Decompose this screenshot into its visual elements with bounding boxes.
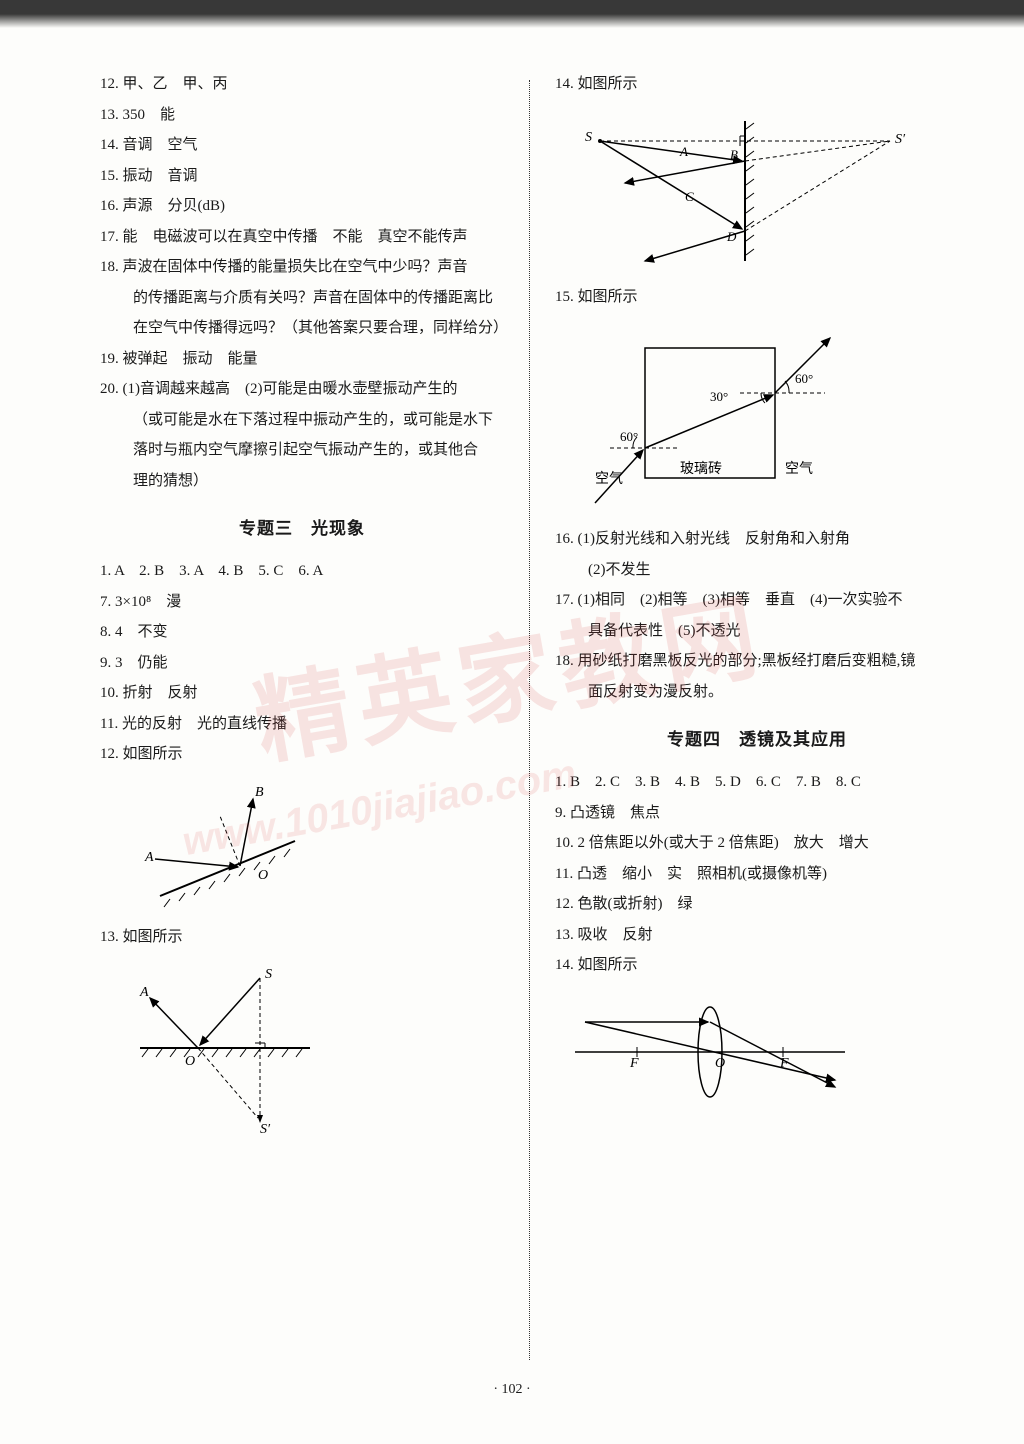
answer-line: 在空气中传播得远吗？（其他答案只要合理，同样给分） <box>100 314 504 343</box>
answer-line: 16. (1)反射光线和入射光线 反射角和入射角 <box>555 525 959 554</box>
label-60a: 60° <box>620 429 638 444</box>
answer-line: 1. B 2. C 3. B 4. B 5. D 6. C 7. B 8. C <box>555 768 959 797</box>
answer-line: 16. 声源 分贝(dB) <box>100 192 504 221</box>
answer-line: 20. (1)音调越来越高 (2)可能是由暖水壶壁振动产生的 <box>100 375 504 404</box>
answer-line: 15. 如图所示 <box>555 283 959 312</box>
answer-line: 10. 折射 反射 <box>100 679 504 708</box>
label-C: C <box>685 189 694 204</box>
answer-line: 14. 如图所示 <box>555 951 959 980</box>
label-Sprime: S′ <box>260 1122 271 1137</box>
answer-line: （或可能是水在下落过程中振动产生的，或可能是水下 <box>100 406 504 435</box>
answer-line: 18. 用砂纸打磨黑板反光的部分;黑板经打磨后变粗糙,镜 <box>555 647 959 676</box>
answer-line: 11. 凸透 缩小 实 照相机(或摄像机等) <box>555 860 959 889</box>
label-Sprime: S′ <box>895 132 906 147</box>
answer-line: 17. (1)相同 (2)相等 (3)相等 垂直 (4)一次实验不 <box>555 586 959 615</box>
right-column: 14. 如图所示 <box>530 70 969 1340</box>
answer-line: 14. 音调 空气 <box>100 131 504 160</box>
label-glass: 玻璃砖 <box>680 460 722 477</box>
answer-line: 9. 3 仍能 <box>100 649 504 678</box>
figure-15: 60° 30° 60° 空气 玻璃砖 空气 <box>575 323 959 513</box>
label-30: 30° <box>710 389 728 404</box>
answer-line: 13. 350 能 <box>100 101 504 130</box>
answer-line: 12. 色散(或折射) 绿 <box>555 890 959 919</box>
answer-line: 12. 如图所示 <box>100 740 504 769</box>
left-column: 12. 甲、乙 甲、丙 13. 350 能 14. 音调 空气 15. 振动 音… <box>90 70 529 1340</box>
answer-line: 12. 甲、乙 甲、丙 <box>100 70 504 99</box>
label-F1: F <box>629 1056 639 1071</box>
label-A: A <box>144 850 154 865</box>
label-O: O <box>715 1056 725 1071</box>
answer-line: 面反射变为漫反射。 <box>555 678 959 707</box>
label-S: S <box>585 130 592 145</box>
label-air2: 空气 <box>785 461 813 477</box>
answer-line: 7. 3×10⁸ 漫 <box>100 588 504 617</box>
label-B: B <box>730 147 738 162</box>
answer-line: 19. 被弹起 振动 能量 <box>100 345 504 374</box>
label-air1: 空气 <box>595 471 623 487</box>
answer-line: 15. 振动 音调 <box>100 162 504 191</box>
answer-line: 9. 凸透镜 焦点 <box>555 799 959 828</box>
answer-line: 8. 4 不变 <box>100 618 504 647</box>
answer-line: 14. 如图所示 <box>555 70 959 99</box>
label-60b: 60° <box>795 371 813 386</box>
answer-line: 1. A 2. B 3. A 4. B 5. C 6. A <box>100 557 504 586</box>
answer-line: 13. 吸收 反射 <box>555 921 959 950</box>
page-content: 12. 甲、乙 甲、丙 13. 350 能 14. 音调 空气 15. 振动 音… <box>0 0 1024 1360</box>
scan-artifact-top <box>0 0 1024 28</box>
label-O: O <box>185 1054 195 1069</box>
label-B: B <box>255 785 264 800</box>
label-A: A <box>139 985 149 1000</box>
section-title-3: 专题三 光现象 <box>100 513 504 545</box>
figure-12: A B O <box>130 781 504 911</box>
answer-line: 落时与瓶内空气摩擦引起空气振动产生的，或其他合 <box>100 436 504 465</box>
answer-line: (2)不发生 <box>555 556 959 585</box>
label-A: A <box>679 144 688 159</box>
section-title-4: 专题四 透镜及其应用 <box>555 724 959 756</box>
answer-line: 11. 光的反射 光的直线传播 <box>100 710 504 739</box>
figure-lens: F O F <box>565 992 959 1112</box>
answer-line: 18. 声波在固体中传播的能量损失比在空气中少吗？声音 <box>100 253 504 282</box>
figure-13: S A O S′ <box>130 963 504 1138</box>
answer-line: 17. 能 电磁波可以在真空中传播 不能 真空不能传声 <box>100 223 504 252</box>
answer-line: 具备代表性 (5)不透光 <box>555 617 959 646</box>
figure-14: S S′ A B C D <box>565 111 959 271</box>
answer-line: 的传播距离与介质有关吗？声音在固体中的传播距离比 <box>100 284 504 313</box>
answer-line: 10. 2 倍焦距以外(或大于 2 倍焦距) 放大 增大 <box>555 829 959 858</box>
answer-line: 理的猜想） <box>100 467 504 496</box>
label-O: O <box>258 868 268 883</box>
label-S: S <box>265 967 272 982</box>
answer-line: 13. 如图所示 <box>100 923 504 952</box>
page-number: · 102 · <box>0 1377 1024 1404</box>
